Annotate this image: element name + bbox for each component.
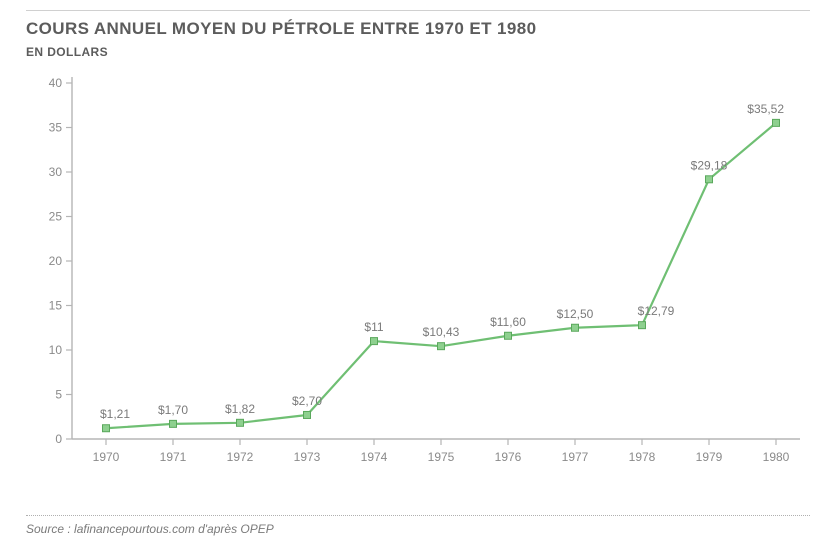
x-tick-label: 1971 (160, 450, 187, 464)
data-marker (237, 419, 244, 426)
y-tick-label: 40 (49, 76, 63, 90)
y-tick-label: 0 (55, 432, 62, 446)
point-label: $1,82 (225, 402, 255, 416)
data-marker (170, 420, 177, 427)
chart-footer: Source : lafinancepourtous.com d'après O… (26, 515, 810, 536)
data-marker (371, 338, 378, 345)
chart-container: 0 5 10 15 20 25 30 35 40 1970 1971 1972 1973 1974 1975… (26, 69, 810, 489)
y-tick-label: 25 (49, 210, 63, 224)
data-marker (304, 411, 311, 418)
page-root: COURS ANNUEL MOYEN DU PÉTROLE ENTRE 1970… (0, 0, 830, 548)
point-label: $11,60 (490, 315, 526, 329)
x-tick-label: 1979 (696, 450, 723, 464)
point-label: $1,70 (158, 403, 188, 417)
point-label: $2,70 (292, 394, 322, 408)
x-tick-label: 1974 (361, 450, 388, 464)
price-line (106, 123, 776, 428)
x-tick-label: 1980 (763, 450, 790, 464)
data-marker (773, 119, 780, 126)
chart-title: COURS ANNUEL MOYEN DU PÉTROLE ENTRE 1970… (26, 19, 810, 39)
x-tick-label: 1973 (294, 450, 321, 464)
point-label: $12,79 (638, 304, 675, 318)
y-tick-label: 20 (49, 254, 63, 268)
data-marker (438, 343, 445, 350)
x-tick-label: 1970 (93, 450, 120, 464)
x-tick-label: 1975 (428, 450, 455, 464)
point-label: $11 (364, 320, 383, 334)
y-tick-label: 15 (49, 299, 63, 313)
x-tick-label: 1977 (562, 450, 589, 464)
chart-subtitle: EN DOLLARS (26, 45, 810, 59)
point-label: $12,50 (557, 307, 594, 321)
y-tick-label: 35 (49, 121, 63, 135)
y-tick-label: 30 (49, 165, 63, 179)
top-rule (26, 10, 810, 11)
y-tick-label: 5 (55, 388, 62, 402)
footer-divider (26, 515, 810, 516)
x-tick-label: 1978 (629, 450, 656, 464)
point-label: $10,43 (423, 325, 460, 339)
point-label: $35,52 (747, 102, 784, 116)
point-label: $1,21 (100, 407, 130, 421)
oil-price-line-chart: 0 5 10 15 20 25 30 35 40 1970 1971 1972 1973 1974 1975… (26, 69, 810, 489)
data-marker (706, 176, 713, 183)
data-marker (572, 324, 579, 331)
point-label: $29,18 (691, 158, 728, 172)
data-marker (103, 425, 110, 432)
data-marker (639, 322, 646, 329)
x-tick-label: 1976 (495, 450, 522, 464)
y-tick-label: 10 (49, 343, 63, 357)
x-tick-label: 1972 (227, 450, 254, 464)
chart-source: Source : lafinancepourtous.com d'après O… (26, 522, 810, 536)
data-marker (505, 332, 512, 339)
